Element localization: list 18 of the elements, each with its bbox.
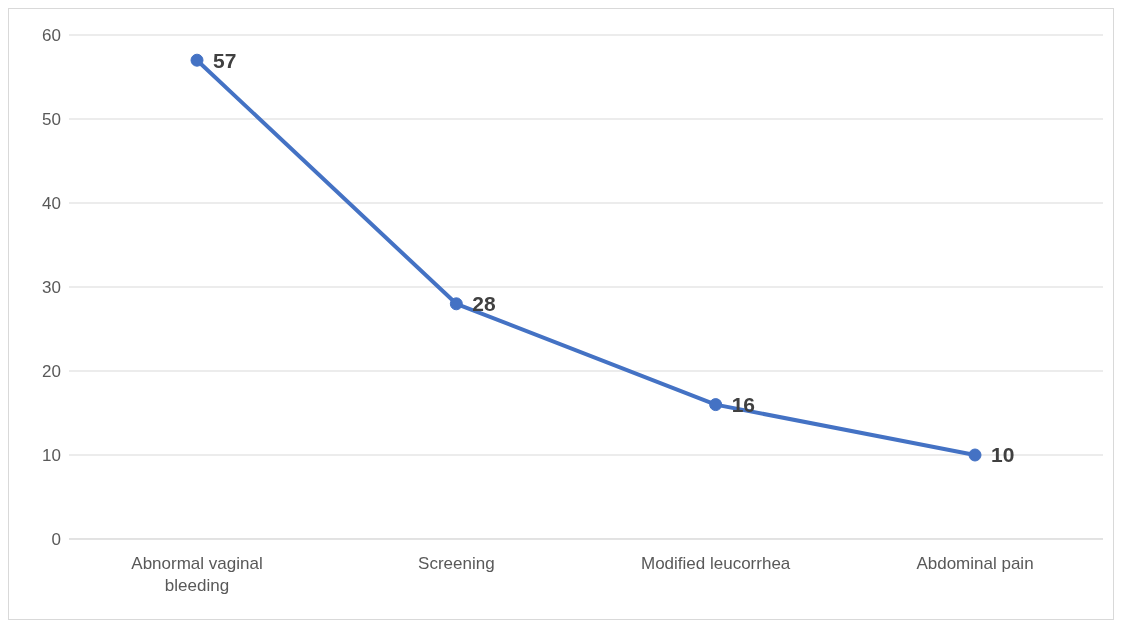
- point: [449, 297, 463, 311]
- y-tick-label: 40: [42, 194, 61, 214]
- data-label: 28: [472, 292, 497, 316]
- x-tick-label: Abnormal vaginal bleeding: [131, 554, 263, 595]
- y-tick-label: 10: [42, 446, 61, 466]
- y-tick-label: 0: [51, 530, 61, 550]
- point: [709, 398, 723, 412]
- data-label: 10: [991, 443, 1015, 467]
- y-tick-label: 60: [42, 26, 61, 46]
- y-tick-label: 30: [42, 278, 61, 298]
- point: [968, 448, 982, 462]
- x-tick-label: Modified leucorrhea: [641, 554, 791, 573]
- point: [190, 53, 204, 67]
- x-tick-label: Abdominal pain: [916, 554, 1034, 573]
- x-tick-label: Screening: [418, 554, 495, 573]
- data-label: 57: [213, 48, 237, 72]
- y-tick-label: 50: [42, 110, 61, 130]
- y-tick-label: 20: [42, 362, 61, 382]
